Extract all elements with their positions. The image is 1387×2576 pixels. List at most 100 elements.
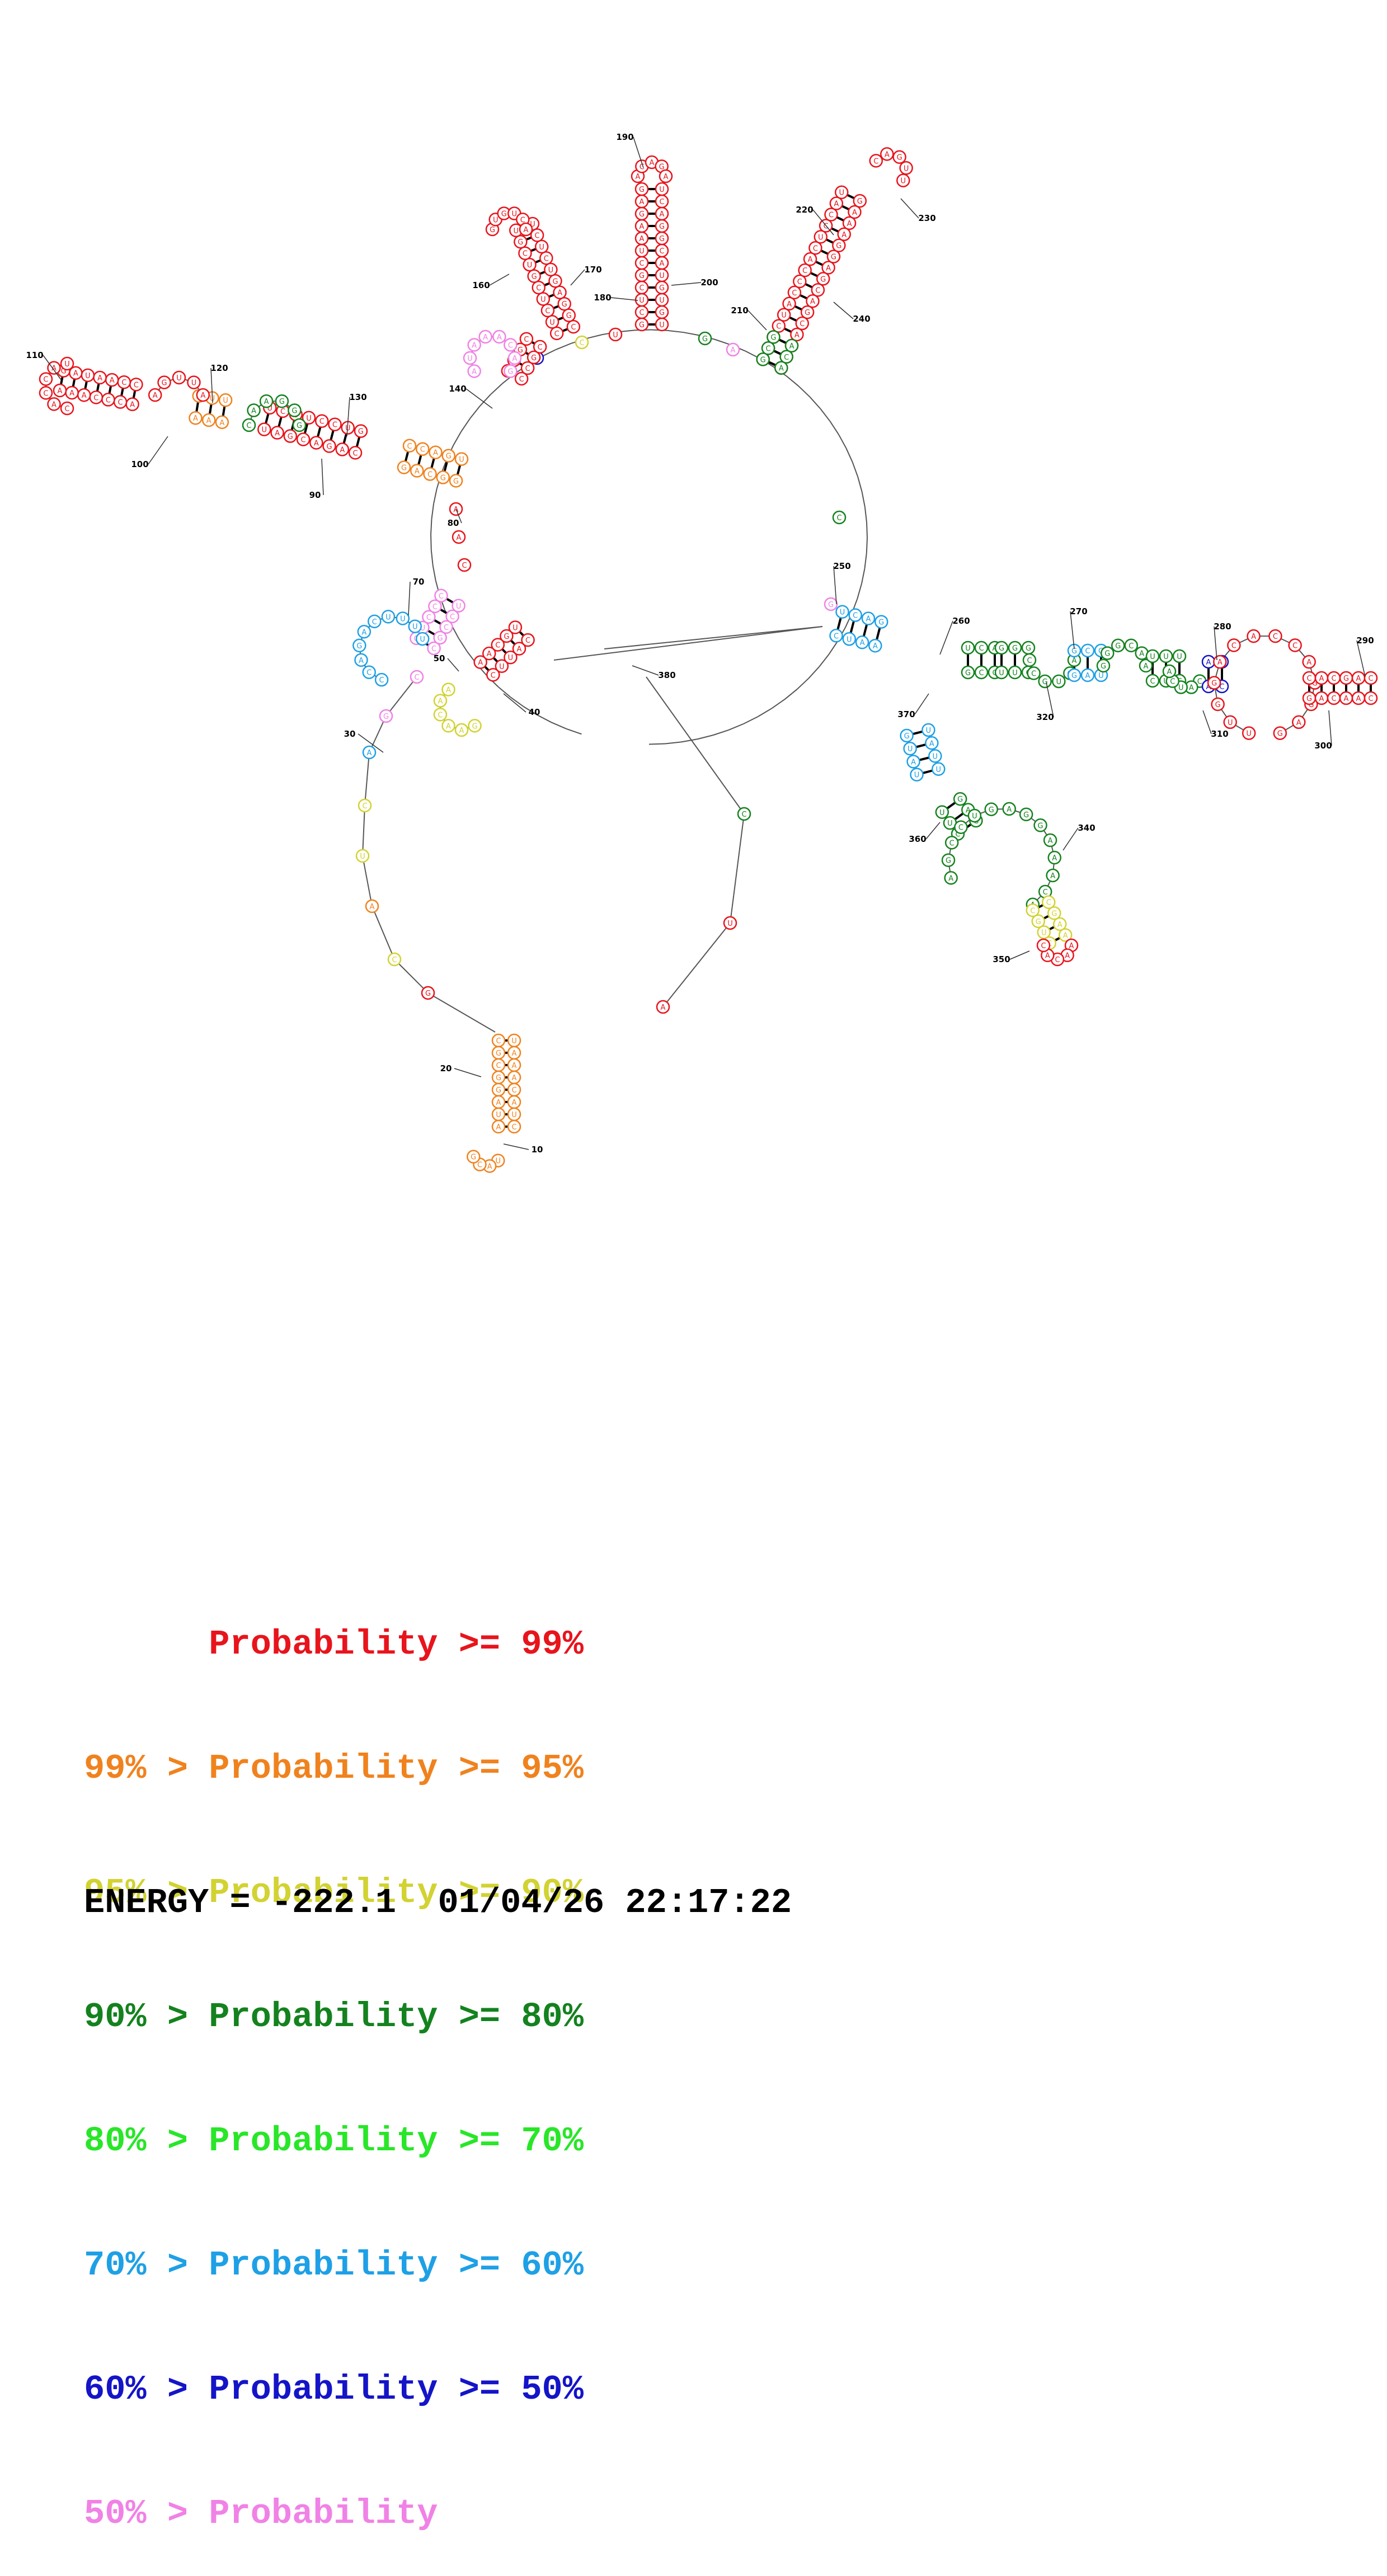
svg-text:U: U	[639, 296, 645, 305]
nucleotide: G	[292, 418, 307, 432]
nucleotide: A	[1247, 629, 1261, 643]
base-pair	[84, 381, 88, 389]
nucleotide: C	[824, 208, 838, 222]
position-label: 80	[448, 518, 459, 528]
nucleotide: C	[634, 305, 649, 319]
position-label: 170	[584, 265, 601, 275]
nucleotide: A	[507, 351, 522, 365]
svg-text:G: G	[857, 197, 863, 206]
svg-text:U: U	[456, 602, 462, 611]
svg-text:G: G	[1306, 695, 1312, 703]
svg-text:G: G	[659, 309, 665, 317]
position-label: 350	[993, 954, 1010, 964]
svg-text:C: C	[438, 711, 443, 719]
nucleotide: U	[454, 452, 469, 466]
svg-text:C: C	[477, 1161, 482, 1170]
nucleotide: G	[1339, 671, 1353, 685]
svg-text:C: C	[659, 198, 664, 206]
nucleotide: C	[795, 316, 810, 331]
svg-text:G: G	[531, 354, 537, 362]
svg-text:A: A	[200, 392, 205, 400]
base-pair	[535, 259, 541, 263]
svg-text:C: C	[955, 831, 960, 839]
svg-text:A: A	[1007, 806, 1012, 814]
svg-text:G: G	[989, 806, 994, 814]
svg-text:A: A	[860, 639, 865, 647]
nucleotide: C	[374, 672, 389, 687]
nucleotide: U	[81, 368, 95, 383]
svg-text:C: C	[352, 449, 358, 458]
svg-text:A: A	[51, 365, 57, 373]
svg-text:U: U	[840, 609, 845, 617]
nucleotide: A	[1351, 671, 1366, 685]
nucleotide: U	[910, 767, 924, 781]
nucleotide: U	[491, 1107, 506, 1122]
nucleotide: C	[1302, 671, 1317, 685]
svg-text:A: A	[1167, 668, 1172, 676]
svg-text:A: A	[415, 467, 420, 475]
base-pair	[548, 293, 555, 298]
svg-text:C: C	[1031, 670, 1036, 679]
nucleotide: U	[777, 308, 791, 322]
nucleotide: U	[257, 422, 271, 436]
svg-text:U: U	[459, 456, 464, 464]
svg-text:C: C	[43, 376, 48, 384]
position-label: 20	[440, 1063, 452, 1073]
svg-text:C: C	[117, 399, 123, 407]
svg-text:C: C	[372, 618, 377, 627]
svg-text:U: U	[847, 635, 852, 644]
nucleotide: A	[1201, 654, 1216, 669]
svg-text:C: C	[1368, 695, 1373, 703]
svg-text:G: G	[279, 398, 285, 406]
svg-text:C: C	[979, 669, 984, 677]
nucleotide: A	[1135, 646, 1149, 660]
svg-text:C: C	[1273, 633, 1278, 641]
base-pair	[789, 316, 797, 322]
position-label: 340	[1078, 823, 1095, 833]
base-pair	[492, 657, 499, 663]
svg-text:G: G	[639, 321, 645, 329]
base-pair	[773, 350, 782, 355]
nucleotide: G	[322, 439, 336, 453]
nucleotide: G	[634, 182, 649, 196]
position-label: 230	[918, 213, 935, 223]
nucleotide: G	[514, 234, 528, 249]
svg-text:A: A	[885, 150, 890, 159]
svg-text:C: C	[520, 216, 525, 224]
nucleotide: U	[1145, 649, 1160, 663]
svg-text:A: A	[650, 159, 655, 167]
legend-row: 95% > Probability >= 90%	[84, 1873, 584, 1913]
nucleotide: C	[1022, 653, 1037, 667]
svg-text:A: A	[841, 231, 847, 239]
base-pair	[355, 436, 361, 448]
svg-text:G: G	[1277, 730, 1283, 738]
nucleotide: U	[508, 620, 523, 634]
nucleotide: C	[39, 386, 53, 400]
nucleotide: C	[1027, 666, 1041, 680]
svg-text:A: A	[731, 346, 736, 355]
nucleotide: C	[518, 246, 532, 260]
nucleotide: C	[101, 393, 115, 407]
nucleotide: U	[415, 632, 430, 646]
svg-text:U: U	[548, 266, 554, 275]
nucleotide: A	[1052, 917, 1067, 931]
position-label: 70	[413, 577, 425, 587]
nucleotide: C	[798, 263, 812, 277]
nucleotide: C	[113, 395, 128, 409]
svg-text:C: C	[431, 645, 436, 653]
nucleotide: U	[896, 173, 910, 187]
nucleotide: G	[491, 1082, 506, 1097]
nucleotide: C	[848, 608, 862, 622]
nucleotide: A	[1351, 691, 1366, 705]
nucleotide: C	[60, 401, 74, 416]
svg-text:A: A	[664, 173, 669, 181]
svg-text:C: C	[508, 341, 513, 350]
base-pair	[810, 271, 819, 277]
svg-text:C: C	[301, 436, 306, 444]
nucleotide: G	[953, 792, 967, 806]
nucleotide: A	[1058, 928, 1073, 942]
nucleotide: G	[984, 802, 998, 817]
legend-row: 60% > Probability >= 50%	[84, 2370, 584, 2409]
svg-text:G: G	[504, 633, 509, 641]
base-pair	[553, 305, 559, 309]
